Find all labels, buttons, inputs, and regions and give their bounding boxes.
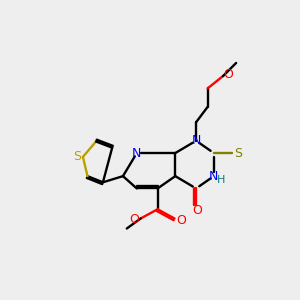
Text: S: S: [235, 146, 242, 160]
Text: O: O: [192, 204, 202, 217]
Text: H: H: [217, 175, 226, 185]
Text: O: O: [130, 213, 140, 226]
Text: O: O: [224, 68, 233, 81]
Text: S: S: [73, 150, 81, 163]
Text: N: N: [132, 146, 142, 160]
Text: N: N: [209, 169, 218, 183]
Text: O: O: [176, 214, 186, 226]
Text: N: N: [191, 134, 201, 147]
